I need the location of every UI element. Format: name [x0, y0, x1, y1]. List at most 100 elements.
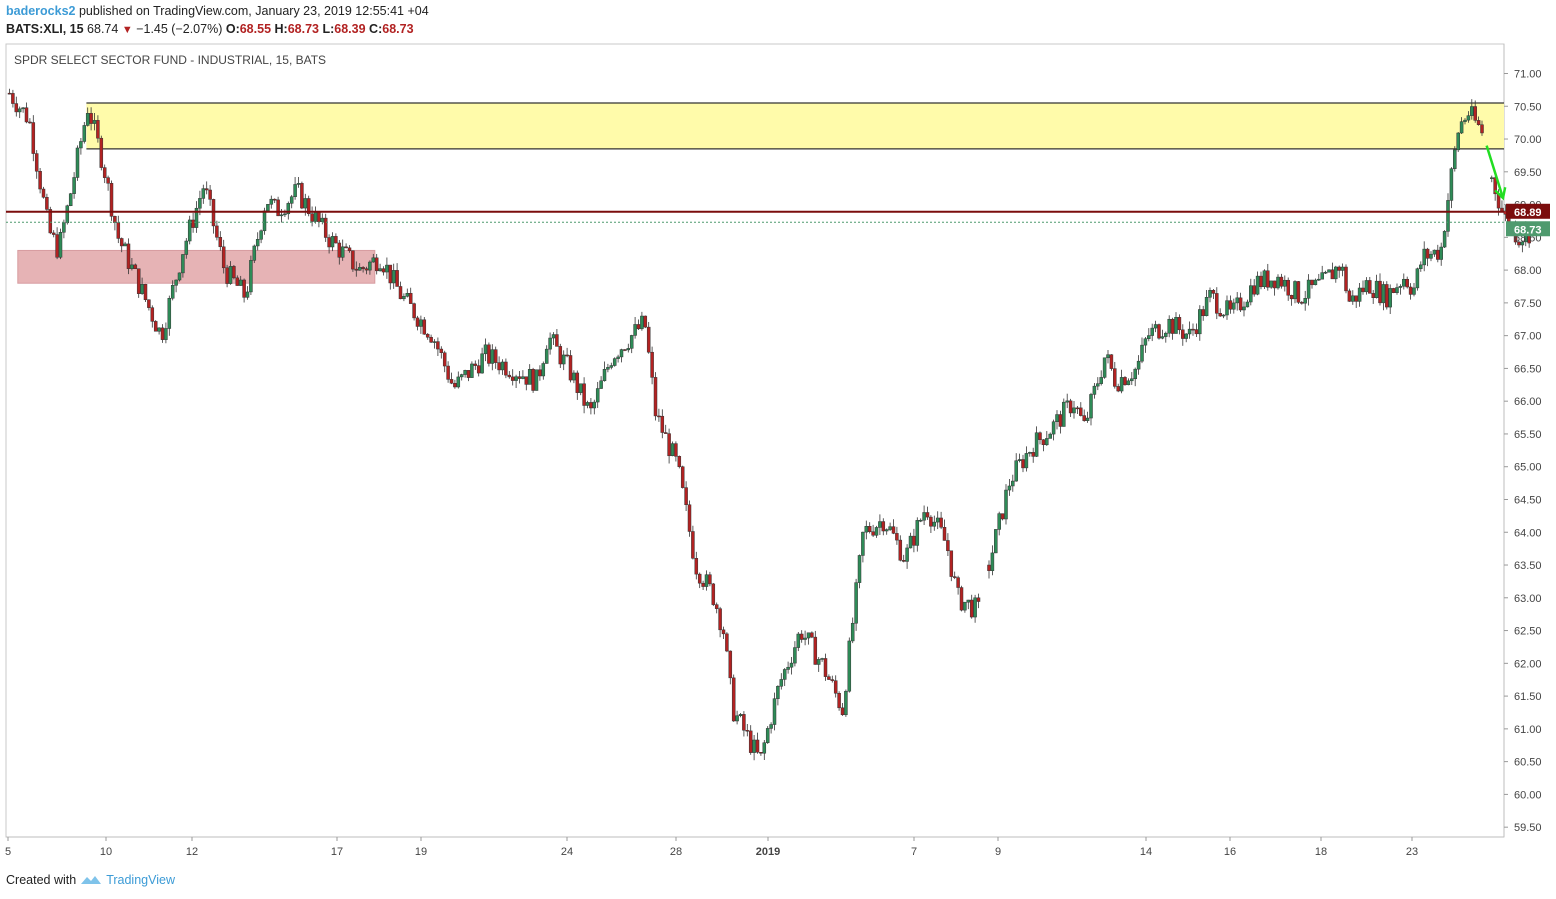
candle-body	[289, 196, 294, 204]
candle-body	[51, 232, 56, 235]
candle-body	[337, 242, 342, 258]
candle-body	[1184, 333, 1188, 339]
candle-body	[1123, 377, 1127, 386]
candle-body	[106, 177, 110, 184]
candle-body	[201, 188, 206, 199]
candle-body	[1017, 459, 1022, 461]
candle-body	[1463, 119, 1467, 122]
candle-body	[891, 526, 896, 534]
candle-body	[313, 211, 318, 222]
candle-body	[881, 521, 886, 532]
candle-body	[11, 93, 15, 104]
candle-body	[1130, 378, 1134, 382]
candle-body	[810, 632, 814, 638]
candle-body	[1201, 309, 1205, 317]
tradingview-link[interactable]: TradingView	[106, 873, 175, 887]
candle-body	[816, 659, 821, 665]
candle-body	[912, 535, 916, 546]
candle-body	[1079, 407, 1083, 416]
candle-body	[874, 527, 879, 536]
candle-body	[334, 236, 338, 244]
candle-body	[867, 526, 872, 532]
candle-body	[408, 293, 413, 304]
candle-body	[932, 521, 937, 527]
candle-body	[1119, 377, 1124, 392]
change-value: −1.45 (−2.07%)	[136, 22, 223, 36]
candle-body	[1255, 275, 1260, 295]
candle-body	[255, 239, 260, 247]
high-label: H:	[274, 22, 288, 36]
candle-body	[228, 266, 233, 284]
candle-body	[840, 707, 845, 716]
candle-body	[473, 363, 478, 366]
last-price-label: 68.73	[1514, 224, 1542, 236]
candle-body	[164, 328, 168, 340]
candle-body	[1262, 270, 1267, 288]
candle-body	[1456, 132, 1460, 151]
candle-body	[857, 555, 862, 583]
author-link[interactable]: baderocks2	[6, 4, 76, 18]
candle-body	[820, 658, 824, 660]
candle-body	[1520, 241, 1525, 246]
candle-body	[1113, 368, 1117, 387]
candle-body	[1286, 279, 1290, 296]
candle-body	[38, 171, 42, 190]
candle-body	[34, 153, 39, 172]
candle-body	[432, 341, 437, 343]
candle-body	[150, 307, 155, 322]
candle-body	[680, 466, 685, 488]
candle-body	[415, 317, 420, 327]
candle-body	[1194, 329, 1199, 335]
price-tick-label: 67.00	[1514, 331, 1542, 343]
candle-body	[1198, 309, 1202, 335]
candle-body	[1303, 298, 1307, 304]
candle-body	[667, 433, 671, 457]
candle-body	[147, 299, 151, 308]
candle-body	[92, 120, 97, 124]
price-tick-label: 71.00	[1514, 68, 1542, 80]
candle-body	[351, 250, 355, 270]
candle-body	[915, 520, 920, 546]
candle-body	[1459, 121, 1464, 134]
candle-body	[1092, 385, 1097, 395]
candle-body	[653, 377, 658, 417]
candle-body	[72, 177, 76, 194]
candle-body	[21, 107, 25, 110]
candle-body	[1419, 264, 1423, 269]
candle-body	[293, 184, 297, 197]
candle-body	[561, 354, 566, 365]
price-tick-label: 64.50	[1514, 494, 1542, 506]
candle-body	[956, 577, 960, 588]
candle-body	[929, 516, 933, 527]
candle-body	[1334, 266, 1338, 280]
candle-body	[589, 402, 593, 409]
candle-body	[544, 348, 549, 364]
open-value: 68.55	[239, 22, 272, 36]
time-tick-label: 7	[911, 846, 917, 858]
candle-body	[476, 365, 481, 374]
candle-body	[405, 293, 410, 297]
candle-body	[1500, 207, 1504, 212]
symbol-label: BATS:XLI, 15	[6, 22, 84, 36]
candle-body	[1405, 278, 1409, 288]
candle-body	[266, 204, 270, 212]
candle-body	[1436, 249, 1440, 260]
candle-body	[1204, 297, 1209, 317]
candle-body	[347, 247, 352, 252]
candle-body	[684, 487, 688, 505]
candle-body	[1408, 286, 1413, 295]
candle-body	[126, 243, 131, 269]
candle-body	[888, 526, 892, 530]
price-tick-label: 65.00	[1514, 462, 1542, 474]
candle-body	[1327, 269, 1331, 273]
candle-body	[1215, 293, 1219, 314]
candle-body	[1259, 275, 1263, 288]
candle-body	[470, 363, 474, 378]
candle-body	[626, 348, 631, 351]
candle-body	[262, 210, 267, 232]
time-tick-label: 5	[5, 846, 11, 858]
support-zone	[17, 249, 376, 284]
candle-body	[436, 341, 440, 350]
plot-area[interactable]	[5, 43, 1505, 838]
